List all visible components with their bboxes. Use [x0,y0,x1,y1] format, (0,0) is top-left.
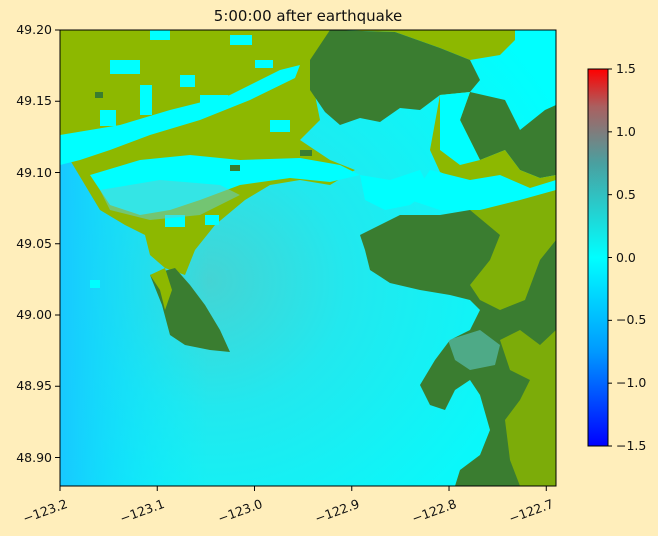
y-tick-label: 49.20 [16,22,52,37]
y-tick-label: 48.95 [16,378,52,394]
colorbar-tick-label: −1.0 [616,375,647,391]
y-tick-label: 49.15 [16,93,52,109]
y-tick-label: 49.10 [16,164,52,180]
y-tick-label: 49.05 [16,235,52,251]
colorbar-tick-label: 1.5 [616,61,636,76]
map-plot-area [60,30,556,486]
colorbar-tick-label: 0.0 [616,249,636,265]
colorbar-tick-label: 1.0 [616,123,636,139]
flooded-areas [60,30,556,288]
colorbar-tick-label: −1.5 [616,438,647,453]
plot-frame [59,29,557,487]
y-tick-label: 48.90 [16,449,52,465]
colorbar [587,68,609,447]
colorbar-tick-label: −0.5 [616,312,647,328]
land-highland-northeast [310,30,480,125]
map-title: 5:00:00 after earthquake [213,7,403,25]
y-tick-label: 49.00 [16,307,52,322]
colorbar-tick-label: 0.5 [616,186,636,202]
